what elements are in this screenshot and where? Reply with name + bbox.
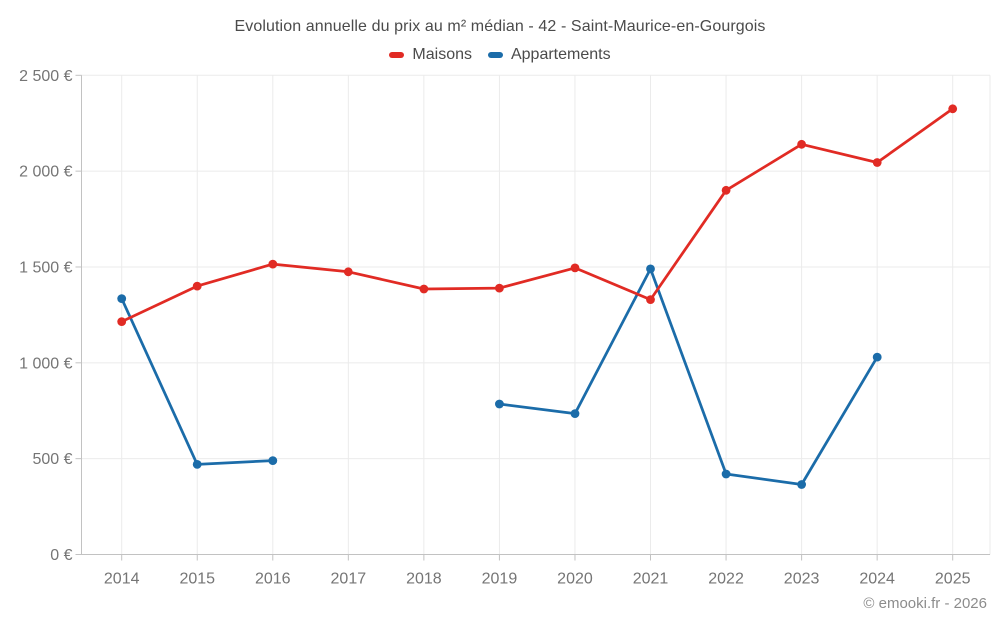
maisons-data-point-2017[interactable] <box>343 267 353 277</box>
maisons-data-point-2018[interactable] <box>419 284 429 294</box>
maisons-line <box>120 107 955 323</box>
maisons-series-marker-icon <box>389 52 405 58</box>
maisons-legend-label: Maisons <box>412 46 472 63</box>
maisons-data-point-2024[interactable] <box>872 158 882 167</box>
maisons-data-point-2016[interactable] <box>268 259 278 269</box>
appartements-data-point-2021[interactable] <box>646 264 655 274</box>
x-tick-label: 2019 <box>482 571 518 588</box>
maisons-data-point-2022[interactable] <box>721 185 731 195</box>
maisons-data-point-2021[interactable] <box>646 295 655 304</box>
gridlines <box>81 74 991 555</box>
axes <box>81 75 990 555</box>
maisons-data-point-2023[interactable] <box>797 139 806 149</box>
y-tick-label: 1 500 € <box>19 259 72 276</box>
x-tick-label: 2014 <box>104 571 140 588</box>
x-axis-labels: 2014 2015 2016 2017 2018 2019 2020 2021 2022 2023… <box>104 571 971 588</box>
legend-item-appartements[interactable]: Appartements <box>487 46 611 64</box>
maisons-data-point-2014[interactable] <box>117 317 127 326</box>
maisons-data-point-2015[interactable] <box>192 281 202 291</box>
y-axis-labels: 0 € 500 € 1 000 € 1 500 € 2 000 € 2 500 € <box>19 68 72 564</box>
appartements-data-point-2020[interactable] <box>570 409 580 418</box>
appartements-data-point-2024[interactable] <box>872 352 882 362</box>
appartements-data-point-2014[interactable] <box>117 294 127 303</box>
chart-legend: Maisons Appartements <box>0 46 1000 64</box>
appartements-data-point-2022[interactable] <box>721 469 731 479</box>
copyright-watermark: © emooki.fr - 2026 <box>863 595 987 612</box>
x-tick-label: 2022 <box>708 571 744 588</box>
x-tick-label: 2025 <box>935 571 971 588</box>
y-tick-label: 0 € <box>50 547 72 564</box>
maisons-data-point-2019[interactable] <box>495 283 504 293</box>
maisons-data-point-2025[interactable] <box>948 104 958 114</box>
chart-title: Evolution annuelle du prix au m² médian … <box>234 18 766 35</box>
maisons-data-point-2020[interactable] <box>570 263 580 273</box>
series-maisons <box>117 104 958 326</box>
x-tick-label: 2021 <box>633 571 669 588</box>
y-tick-label: 2 500 € <box>19 68 72 85</box>
x-tick-label: 2024 <box>859 571 895 588</box>
x-tick-label: 2020 <box>557 571 593 588</box>
appartements-data-point-2016[interactable] <box>268 456 278 465</box>
x-tick-label: 2018 <box>406 571 442 588</box>
legend-item-maisons[interactable]: Maisons <box>389 46 472 64</box>
x-tick-label: 2023 <box>784 571 820 588</box>
appartements-data-point-2015[interactable] <box>192 460 202 469</box>
tick-marks <box>75 74 954 561</box>
appartements-data-point-2019[interactable] <box>495 399 504 409</box>
appartements-legend-label: Appartements <box>510 46 611 63</box>
x-tick-label: 2015 <box>179 571 215 588</box>
appartements-data-point-2023[interactable] <box>797 480 806 489</box>
appartements-series-marker-icon <box>487 52 503 58</box>
series-appartements <box>117 264 882 489</box>
y-tick-label: 2 000 € <box>19 164 72 181</box>
x-tick-label: 2016 <box>255 571 291 588</box>
appartements-line <box>498 267 879 486</box>
y-tick-label: 1 000 € <box>19 355 72 372</box>
y-tick-label: 500 € <box>32 451 72 468</box>
x-tick-label: 2017 <box>331 571 367 588</box>
